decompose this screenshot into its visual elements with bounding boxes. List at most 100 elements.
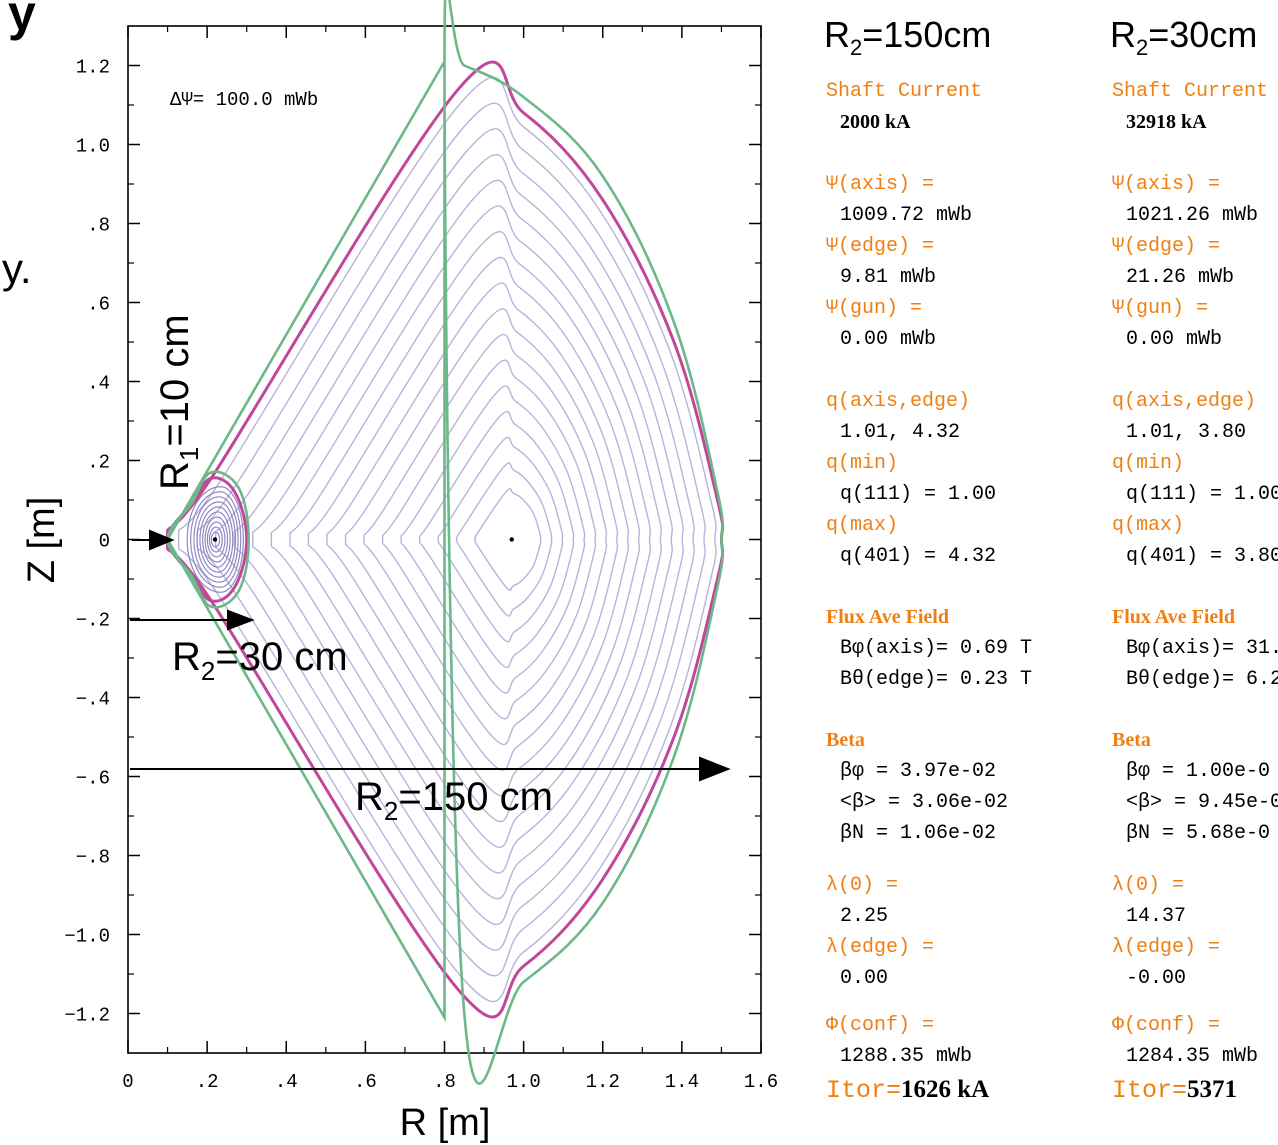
phi-conf-value: 1284.35 mWb [1126, 1045, 1259, 1068]
axis-ticks: 0 .2 .4 .6 .8 1.0 1.2 1.4 1.6 1.2 1.0 .8 .6 .4 .2 0 −.2 −… [64, 26, 778, 1093]
flux-contour-large [289, 231, 652, 848]
q-axis-edge-label: q(axis,edge) [826, 390, 971, 413]
flux-contour-small [190, 491, 242, 588]
annotation-r2-small: R2=30 cm [172, 635, 348, 686]
q-axis-edge-value: 1.01, 4.32 [840, 421, 961, 444]
magnetic-axis-large [509, 537, 514, 542]
b-theta-value: Bθ(edge)= 6.2 [1126, 668, 1278, 691]
beta-label: Beta [826, 729, 865, 751]
flux-contour-large [307, 256, 641, 823]
qmax-label: q(max) [1112, 514, 1185, 537]
lambda0-label: λ(0) = [1112, 874, 1185, 897]
flux-contour-large [326, 282, 630, 797]
phi-conf-value: 1288.35 mWb [840, 1045, 973, 1068]
y-tick-label: −1.2 [64, 1005, 110, 1027]
x-tick-label: 1.6 [744, 1071, 778, 1093]
b-phi-value: Bφ(axis)= 0.69 T [840, 637, 1033, 660]
lambda-edge-value: -0.00 [1126, 967, 1187, 990]
y-tick-label: 0 [99, 531, 110, 553]
y-tick-label: −1.0 [64, 926, 110, 948]
beta-n-value: βN = 1.06e-02 [840, 822, 997, 845]
b-theta-value: Bθ(edge)= 0.23 T [840, 668, 1033, 691]
shaft-current-value: 2000 kA [840, 111, 911, 133]
column-header: R2=30cm [1110, 14, 1258, 61]
shaft-current-value: 32918 kA [1126, 111, 1207, 133]
flux-contour-large [455, 462, 553, 617]
beta-phi-value: βφ = 3.97e-02 [840, 760, 997, 783]
annotation-arrows [130, 529, 731, 782]
qmin-label: q(min) [826, 452, 899, 475]
x-tick-label: .6 [354, 1071, 377, 1093]
psi-edge-label: Ψ(edge) = [826, 235, 935, 258]
lambda-edge-value: 0.00 [840, 967, 889, 990]
params-column-30cm: R2=30cm Shaft Current 32918 kA Ψ(axis) = 102… [1110, 14, 1278, 1105]
b-phi-value: Bφ(axis)= 31. [1126, 637, 1278, 660]
beta-label: Beta [1112, 729, 1151, 751]
flux-contour-large [418, 411, 575, 668]
x-tick-label: .2 [196, 1071, 219, 1093]
lambda0-value: 14.37 [1126, 905, 1187, 928]
lambda0-value: 2.25 [840, 905, 889, 928]
flux-contour-large [363, 333, 608, 746]
psi-gun-value: 0.00 mWb [840, 328, 937, 351]
flux-contour-small [210, 531, 221, 548]
itor-value: 1626 kA [901, 1076, 990, 1103]
flux-contour-large [252, 179, 673, 900]
flux-contour-small [186, 486, 244, 593]
itor-row: Itor=1626 kA [826, 1076, 989, 1105]
qmax-label: q(max) [826, 514, 899, 537]
phi-conf-label: Φ(conf) = [1112, 1014, 1221, 1037]
column-header: R2=150cm [824, 14, 992, 61]
wall-large [166, 0, 724, 1085]
wall-small [166, 470, 250, 609]
x-tick-label: 1.0 [507, 1071, 541, 1093]
beta-n-value: βN = 5.68e-0 [1126, 822, 1271, 845]
field-label: Flux Ave Field [826, 606, 949, 628]
y-tick-label: 1.2 [76, 57, 110, 79]
flux-contour-large [381, 359, 597, 720]
lambda0-label: λ(0) = [826, 874, 899, 897]
beta-avg-value: <β> = 9.45e-0 [1126, 791, 1278, 814]
flux-contour-small [199, 506, 234, 573]
magnetic-axis-small [212, 537, 218, 542]
flux-contour-small [196, 501, 237, 578]
left-fragment-1: y [8, 0, 36, 41]
params-column-150cm: R2=150cm Shaft Current 2000 kA Ψ(axis) = 100… [824, 14, 1056, 1105]
annotation-r1: R1=10 cm [153, 314, 204, 490]
flux-contour-large [344, 308, 619, 771]
flux-contour-small [204, 516, 229, 563]
qmax-value: q(401) = 4.32 [840, 545, 997, 568]
psi-axis-label: Ψ(axis) = [1112, 173, 1221, 196]
flux-contour-small [206, 521, 226, 558]
left-fragment-2: y. [2, 245, 32, 292]
flux-contour-large [437, 436, 564, 643]
flux-contour-large [474, 488, 542, 591]
flux-contour-large [196, 102, 706, 977]
y-tick-label: .2 [87, 452, 110, 474]
psi-edge-label: Ψ(edge) = [1112, 235, 1221, 258]
itor-label: Itor= [1112, 1076, 1188, 1105]
y-tick-label: .4 [87, 373, 110, 395]
y-tick-label: −.4 [76, 689, 110, 711]
psi-edge-value: 21.26 mWb [1126, 266, 1235, 289]
psi-gun-label: Ψ(gun) = [1112, 297, 1209, 320]
psi-axis-label: Ψ(axis) = [826, 173, 935, 196]
flux-contours [165, 60, 725, 1019]
psi-edge-value: 9.81 mWb [840, 266, 937, 289]
psi-gun-value: 0.00 mWb [1126, 328, 1223, 351]
arrow-r1-head [149, 529, 175, 551]
psi-axis-value: 1021.26 mWb [1126, 204, 1259, 227]
arrow-r2-large-head [699, 756, 731, 782]
beta-phi-value: βφ = 1.00e-0 [1126, 760, 1271, 783]
y-tick-label: .8 [87, 215, 110, 237]
flux-contour-small [201, 511, 231, 568]
lambda-edge-label: λ(edge) = [826, 936, 935, 959]
y-tick-label: 1.0 [76, 136, 110, 158]
itor-value: 5371 [1187, 1076, 1238, 1103]
x-tick-label: 0 [122, 1071, 133, 1093]
y-tick-label: .6 [87, 294, 110, 316]
q-axis-edge-value: 1.01, 3.80 [1126, 421, 1247, 444]
itor-row: Itor=5371 [1112, 1076, 1237, 1105]
shaft-current-label: Shaft Current [826, 80, 983, 103]
phi-conf-label: Φ(conf) = [826, 1014, 935, 1037]
